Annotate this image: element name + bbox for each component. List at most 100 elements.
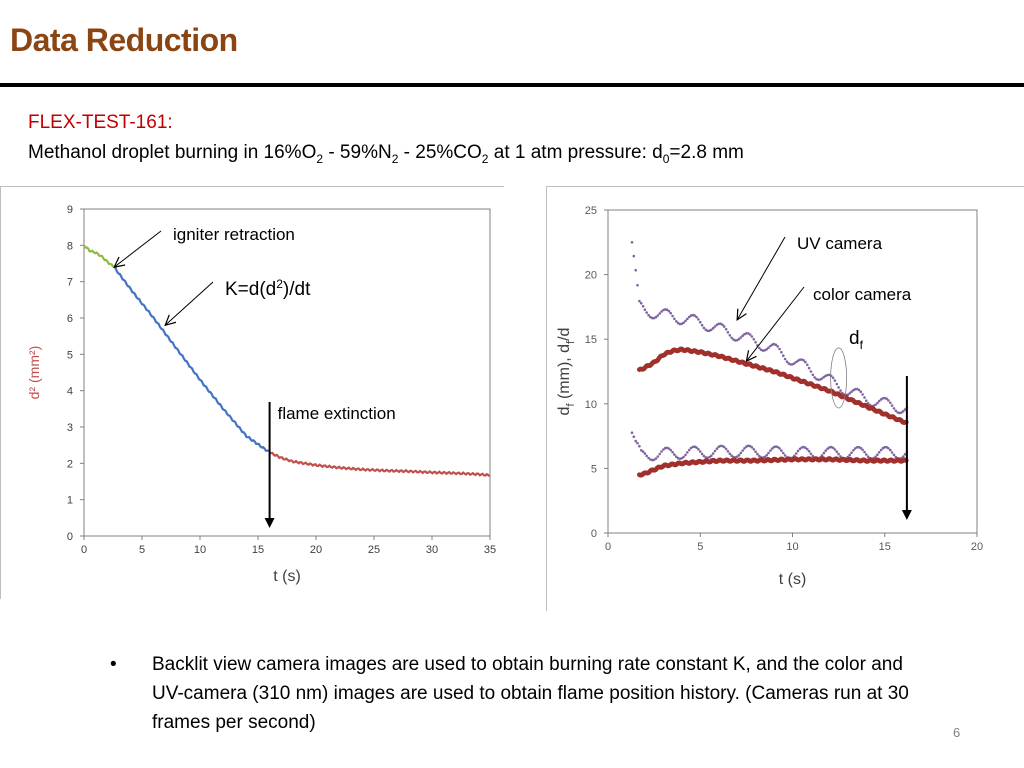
data-point xyxy=(903,453,907,456)
y-tick-label: 6 xyxy=(67,313,73,325)
data-point xyxy=(811,373,815,377)
data-point xyxy=(865,453,868,456)
data-point xyxy=(770,447,774,450)
y-axis-label: df (mm), df/d xyxy=(556,328,577,416)
y-axis-label-part: d xyxy=(556,407,573,416)
data-point xyxy=(719,444,722,448)
x-tick-label: 20 xyxy=(310,544,322,556)
y-tick-label: 2 xyxy=(67,458,73,470)
data-point xyxy=(776,345,779,348)
data-point xyxy=(651,316,654,320)
data-point xyxy=(876,453,879,457)
desc-o2-sub: 2 xyxy=(316,151,324,166)
data-point xyxy=(669,311,672,315)
title-divider xyxy=(0,83,1024,87)
x-tick-label: 10 xyxy=(786,541,798,553)
uv-camera-arrow-head xyxy=(736,308,747,321)
desc-co2-sub: 2 xyxy=(481,151,489,166)
desc-d0-sub: 0 xyxy=(662,151,670,166)
data-point xyxy=(763,455,767,459)
data-point xyxy=(695,315,698,319)
data-point xyxy=(879,448,883,452)
data-point xyxy=(852,449,855,452)
data-point xyxy=(715,447,719,451)
data-point xyxy=(669,448,672,452)
y-tick-label: 5 xyxy=(591,463,597,475)
data-point xyxy=(885,397,888,400)
data-point xyxy=(850,451,853,455)
data-point xyxy=(675,455,678,459)
df-label: df xyxy=(849,328,864,352)
data-point xyxy=(774,343,778,347)
data-point xyxy=(861,393,864,396)
data-point xyxy=(752,338,756,341)
data-point xyxy=(780,350,783,354)
data-point xyxy=(894,455,898,459)
data-point xyxy=(889,401,892,405)
left-chart-panel: 0 5 10 15 20 25 30 35 0 1 2 3 4 5 6 7 8 9 t (s) d² (mm²) ign… xyxy=(0,186,504,599)
data-point xyxy=(833,448,837,451)
uv-camera-series xyxy=(630,241,909,415)
data-point xyxy=(883,445,886,449)
series-line-2 xyxy=(269,451,491,478)
series-line-0 xyxy=(83,244,115,268)
data-point xyxy=(861,448,864,452)
y-axis-label-part: (mm), d xyxy=(556,344,573,404)
data-point xyxy=(702,326,706,330)
data-point xyxy=(748,333,752,336)
data-point xyxy=(807,366,811,370)
data-point xyxy=(877,451,881,454)
data-point xyxy=(783,454,787,457)
right-chart-panel: 0 5 10 15 20 0 5 10 15 20 25 t (s) df (mm), df/d UV c… xyxy=(546,186,1024,611)
data-point xyxy=(638,299,641,303)
data-point xyxy=(831,376,835,380)
flame-extinction-label: flame extinction xyxy=(278,404,396,423)
data-point xyxy=(684,319,687,323)
data-point xyxy=(728,452,732,456)
x-tick-label: 25 xyxy=(368,544,380,556)
data-point xyxy=(889,448,892,452)
x-tick-label: 35 xyxy=(484,544,496,556)
igniter-arrow-head xyxy=(113,256,126,268)
y-tick-label: 0 xyxy=(67,531,73,543)
data-point xyxy=(741,449,744,452)
data-point xyxy=(708,455,711,459)
color-camera-series xyxy=(637,456,909,478)
data-point xyxy=(645,311,648,314)
data-point xyxy=(769,344,772,348)
page-number: 6 xyxy=(953,725,961,740)
data-point xyxy=(636,283,639,287)
data-point xyxy=(730,454,733,458)
data-point xyxy=(726,331,730,334)
series-line-1 xyxy=(113,266,270,453)
data-point xyxy=(673,317,676,321)
data-point xyxy=(735,455,739,459)
data-point xyxy=(638,444,641,448)
data-point xyxy=(892,407,896,410)
data-point xyxy=(667,447,671,450)
d2-vs-time-chart: 0 5 10 15 20 25 30 35 0 1 2 3 4 5 6 7 8 9 t (s) d² (mm²) ign… xyxy=(26,204,496,585)
data-point xyxy=(890,404,894,407)
y-tick-label: 10 xyxy=(585,399,597,411)
y-axis-label-part: f xyxy=(565,340,577,344)
data-point xyxy=(630,431,634,434)
data-point xyxy=(776,445,779,449)
data-point xyxy=(752,448,756,451)
data-point xyxy=(859,390,863,393)
data-point xyxy=(665,308,669,311)
data-point xyxy=(654,457,658,460)
data-point xyxy=(756,452,759,456)
data-point xyxy=(739,336,743,339)
data-point xyxy=(754,341,757,344)
data-point xyxy=(750,446,754,449)
data-point xyxy=(710,454,713,458)
data-point xyxy=(866,455,870,459)
k-arrow-line xyxy=(164,281,214,326)
data-point xyxy=(656,314,660,317)
k-rate-label: K=d(d2)/dt xyxy=(225,277,311,300)
data-point xyxy=(645,454,648,458)
data-point xyxy=(778,347,781,351)
data-point xyxy=(820,377,824,380)
x-tick-label: 20 xyxy=(971,541,983,553)
data-point xyxy=(634,268,637,272)
